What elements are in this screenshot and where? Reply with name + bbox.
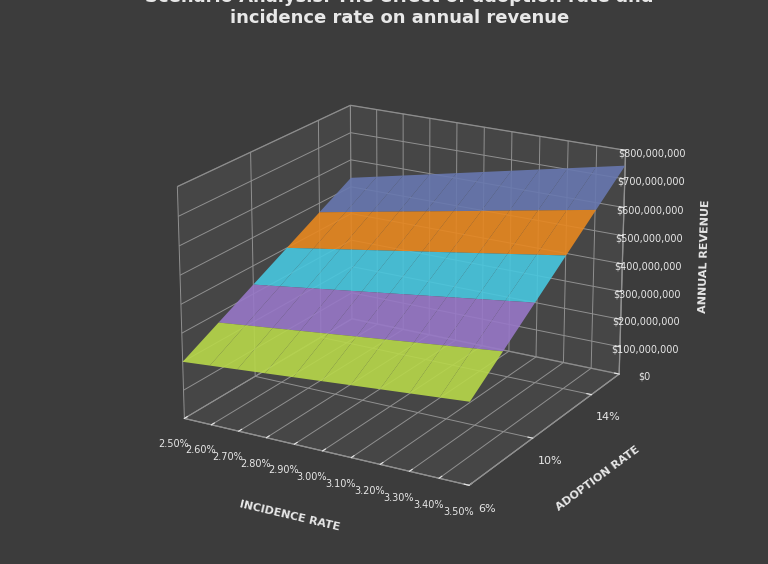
- Y-axis label: ADOPTION RATE: ADOPTION RATE: [554, 444, 642, 512]
- X-axis label: INCIDENCE RATE: INCIDENCE RATE: [239, 499, 341, 532]
- Title: Scenario Analysis: The effect of adoption rate and
incidence rate on annual reve: Scenario Analysis: The effect of adoptio…: [145, 0, 654, 27]
